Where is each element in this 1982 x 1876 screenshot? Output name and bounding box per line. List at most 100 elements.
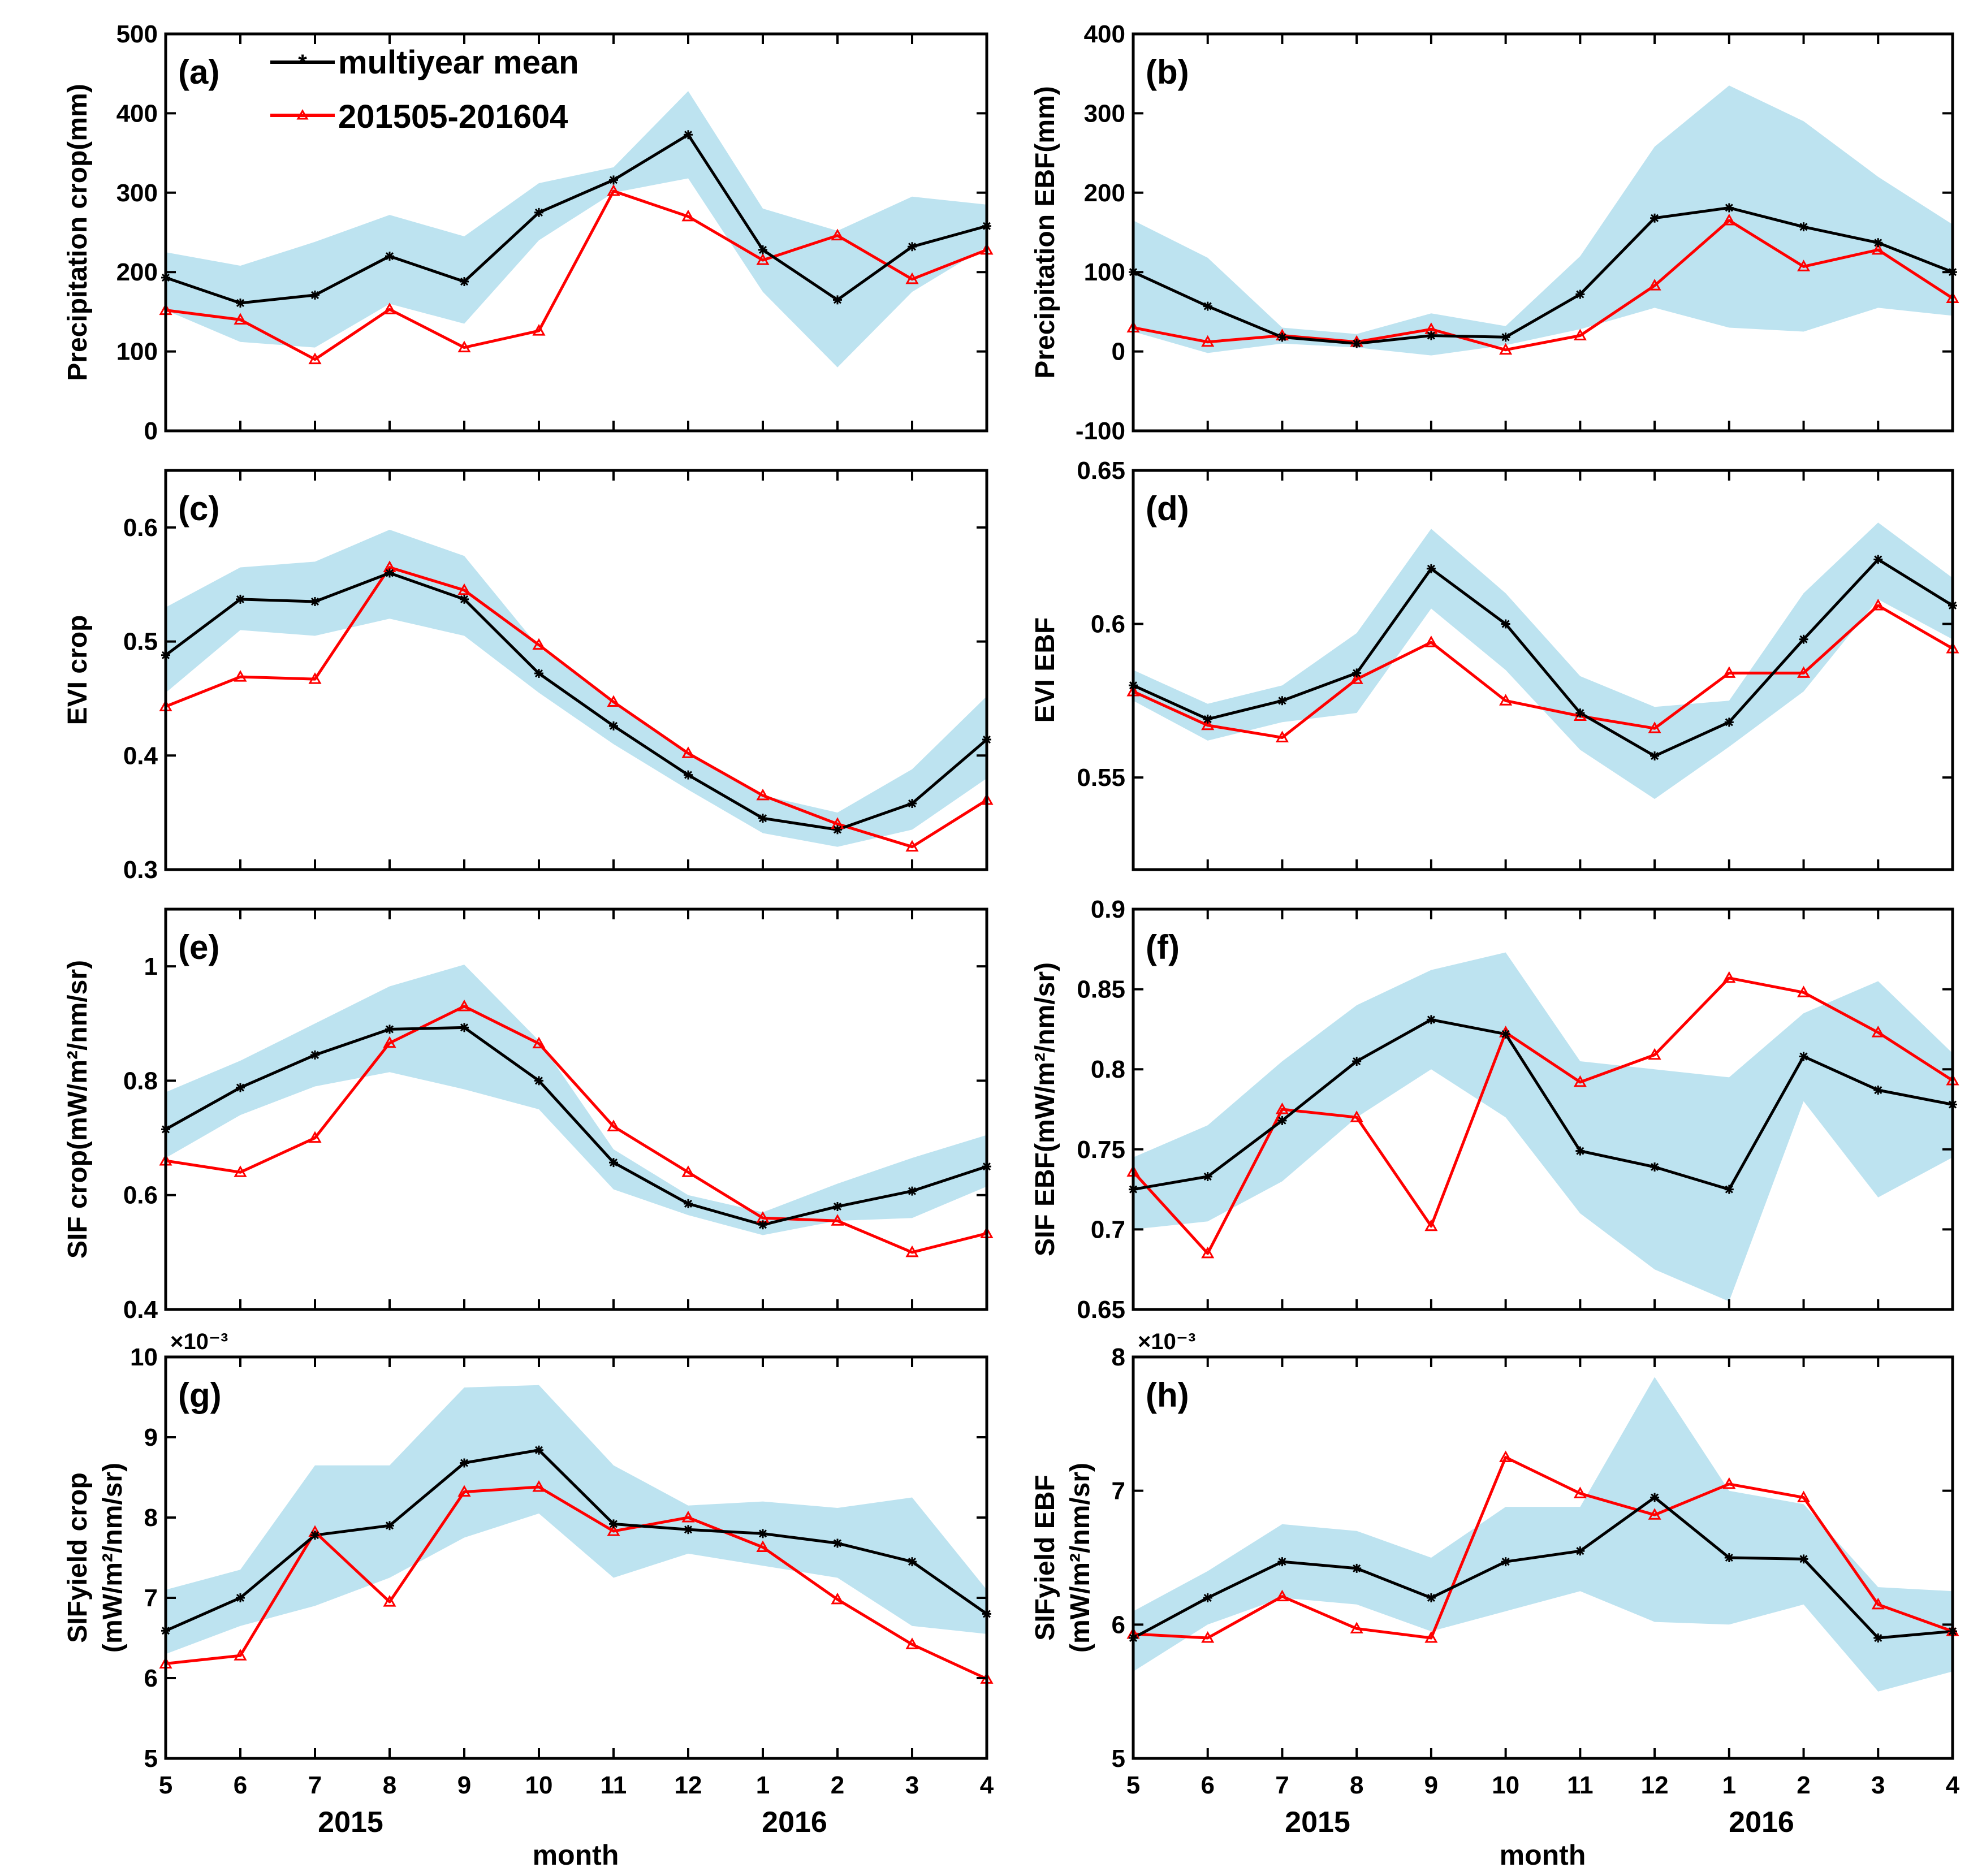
series-line-201505-201604 — [1133, 604, 1953, 739]
point-multiyear-mean — [1501, 1557, 1510, 1567]
point-multiyear-mean — [1426, 564, 1436, 573]
x-tick-label: 3 — [1871, 1771, 1885, 1799]
point-multiyear-mean — [1352, 1057, 1362, 1066]
point-201505-201604 — [457, 340, 471, 353]
y-tick-label: 400 — [1084, 20, 1125, 48]
y-tick-label: 0.75 — [1077, 1136, 1125, 1164]
point-201505-201604 — [1573, 1486, 1587, 1498]
point-multiyear-mean — [833, 295, 842, 305]
y-tick-label: 0.5 — [123, 628, 158, 656]
point-201505-201604 — [1201, 718, 1215, 730]
point-201505-201604 — [1722, 971, 1736, 983]
y-tick-label: 0.3 — [123, 856, 158, 884]
point-201505-201604 — [532, 1480, 546, 1492]
point-multiyear-mean — [758, 245, 767, 254]
y-axis-multiplier: ×10⁻³ — [1138, 1329, 1195, 1354]
panel-label: (b) — [1146, 53, 1189, 91]
point-201505-201604 — [1275, 1589, 1289, 1602]
point-201505-201604 — [756, 253, 770, 265]
point-201505-201604 — [905, 1245, 919, 1257]
plot-frame — [164, 1355, 988, 1760]
point-multiyear-mean — [460, 1023, 469, 1032]
point-201505-201604 — [607, 1524, 620, 1536]
panel-label: (c) — [178, 490, 219, 528]
y-tick-label: -100 — [1076, 417, 1125, 445]
point-multiyear-mean — [460, 1458, 469, 1468]
point-multiyear-mean — [1501, 619, 1510, 629]
series-line-201505-201604 — [166, 1485, 987, 1680]
x-tick-label: 1 — [756, 1771, 770, 1799]
point-multiyear-mean — [758, 814, 767, 823]
point-201505-201604 — [756, 1540, 770, 1553]
point-201505-201604 — [308, 672, 322, 684]
point-201505-201604 — [1722, 213, 1736, 226]
x-tick-label: 6 — [234, 1771, 247, 1799]
legend: * multiyear mean 201505-201604 — [270, 44, 579, 135]
point-multiyear-mean — [1873, 1633, 1883, 1642]
point-201505-201604 — [1797, 1490, 1811, 1502]
panel-d: 0.55 0.6 0.65 (d) EVI EBF — [1030, 457, 1959, 871]
point-multiyear-mean — [1650, 213, 1660, 223]
point-multiyear-mean — [1799, 1052, 1808, 1061]
panel-label: (g) — [178, 1376, 222, 1414]
x-axis-title-right: month — [1500, 1839, 1586, 1871]
y-tick-label: 400 — [116, 100, 158, 127]
y-tick-label: 0.6 — [123, 514, 158, 542]
legend-current-marker — [296, 109, 309, 120]
point-multiyear-mean — [460, 277, 469, 287]
point-201505-201604 — [1797, 666, 1811, 678]
point-multiyear-mean — [1650, 751, 1660, 761]
point-201505-201604 — [1648, 721, 1661, 733]
point-multiyear-mean — [908, 799, 917, 809]
panel-a: 0 100 200 300 400 500 (a) Precipitation crop(mm… — [63, 20, 994, 445]
point-multiyear-mean — [684, 130, 693, 140]
y-tick-label: 0.8 — [1091, 1056, 1125, 1083]
point-multiyear-mean — [534, 1076, 543, 1086]
panel-label: (h) — [1146, 1376, 1189, 1414]
series-line-multiyear-mean — [166, 572, 987, 831]
point-201505-201604 — [607, 184, 620, 196]
series-line-multiyear-mean — [1133, 1496, 1953, 1640]
series-line-multiyear-mean — [1133, 206, 1953, 345]
y-tick-label: 0 — [1112, 338, 1125, 366]
panel-label: (d) — [1146, 490, 1189, 528]
point-multiyear-mean — [1873, 555, 1883, 564]
point-201505-201604 — [607, 695, 620, 707]
y-tick-label: 8 — [144, 1504, 158, 1532]
x-tick-label: 2 — [831, 1771, 844, 1799]
point-201505-201604 — [1648, 1508, 1661, 1520]
point-201505-201604 — [532, 1036, 546, 1049]
y-axis-title: Precipitation crop(mm) — [63, 84, 93, 381]
point-multiyear-mean — [236, 1083, 245, 1092]
point-multiyear-mean — [1724, 203, 1734, 213]
year-label-2015-left: 2015 — [318, 1806, 383, 1839]
point-201505-201604 — [1722, 1477, 1736, 1489]
series-line-multiyear-mean — [166, 1026, 987, 1226]
point-201505-201604 — [1797, 260, 1811, 271]
point-multiyear-mean — [758, 1529, 767, 1538]
x-tick-label: 4 — [1946, 1771, 1960, 1799]
point-multiyear-mean — [385, 252, 394, 261]
point-multiyear-mean — [1501, 1029, 1510, 1039]
y-tick-label: 0.4 — [123, 1296, 158, 1324]
point-multiyear-mean — [1426, 331, 1436, 340]
point-multiyear-mean — [1650, 1162, 1660, 1172]
y-tick-label: 0.9 — [1091, 896, 1125, 923]
point-201505-201604 — [383, 302, 396, 314]
x-tick-label: 12 — [675, 1771, 702, 1799]
point-201505-201604 — [1275, 1102, 1289, 1114]
y-tick-label: 0.7 — [1091, 1216, 1125, 1243]
panel-c: 0.3 0.4 0.5 0.6 (c) EVI crop — [63, 469, 994, 884]
point-201505-201604 — [1871, 598, 1885, 611]
point-multiyear-mean — [908, 1557, 917, 1567]
point-multiyear-mean — [460, 594, 469, 604]
point-201505-201604 — [1499, 1450, 1513, 1462]
point-multiyear-mean — [684, 1525, 693, 1534]
point-multiyear-mean — [609, 1519, 618, 1529]
point-multiyear-mean — [1277, 1557, 1287, 1567]
point-multiyear-mean — [1575, 708, 1585, 718]
point-201505-201604 — [1499, 694, 1513, 706]
y-axis-title: SIF EBF(mW/m²/nm/sr) — [1030, 962, 1060, 1256]
point-multiyear-mean — [1277, 1116, 1287, 1125]
